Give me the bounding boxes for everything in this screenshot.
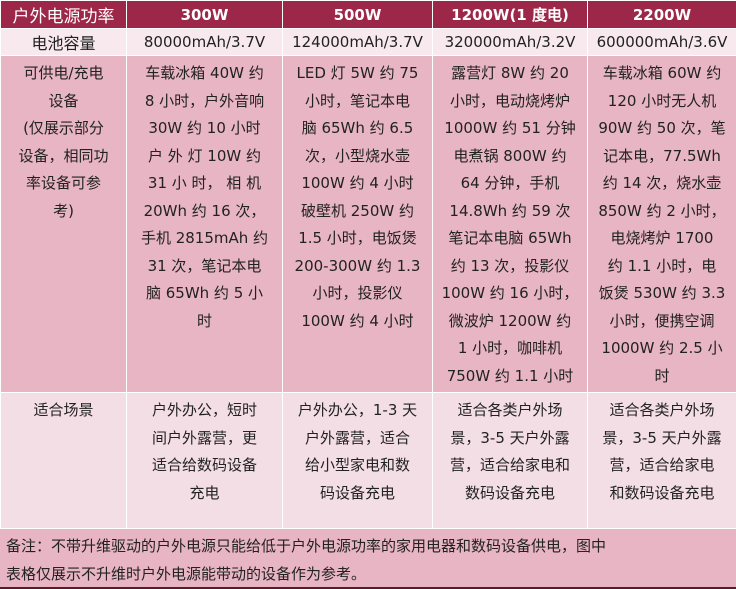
cell-line: 车载冰箱 60W 约 (588, 60, 736, 88)
cell-line: (仅展示部分 (1, 115, 126, 143)
cell-line: 考) (1, 198, 126, 226)
scenario-cell: 户外办公，1-3 天户外露营，适合给小型家电和数码设备充电 (283, 393, 433, 529)
cell-line: 景，3-5 天户外露 (588, 425, 736, 453)
header-row: 户外电源功率 300W 500W 1200W(1 度电) 2200W (1, 1, 736, 29)
cell-line: 时 (588, 363, 736, 391)
cell-line: 饭煲 530W 约 3.3 (588, 280, 736, 308)
cell-line: 8 小时，户外音响 (127, 88, 282, 116)
cell-line: 充电 (127, 480, 282, 508)
cell-line: 100W 约 16 小时， (433, 280, 587, 308)
footnote-line: 表格仅展示不升维时户外电源能带动的设备作为参考。 (6, 561, 728, 589)
cell-line: 微波炉 1200W 约 (433, 308, 587, 336)
cell-line: LED 灯 5W 约 75 (283, 60, 432, 88)
cell-line: 露营灯 8W 约 20 (433, 60, 587, 88)
cell-line: 和数码设备充电 (588, 480, 736, 508)
footnote-line: 备注：不带升维驱动的户外电源只能给低于户外电源功率的家用电器和数码设备供电，图中 (6, 533, 728, 561)
cell-line: 850W 约 2 小时， (588, 198, 736, 226)
cell-line: 64 分钟，手机 (433, 170, 587, 198)
cell-line: 90W 约 50 次，笔 (588, 115, 736, 143)
cell-line: 小时，投影仪 (283, 280, 432, 308)
cell-line: 1000W 约 2.5 小 (588, 335, 736, 363)
cell-line: 率设备可参 (1, 170, 126, 198)
cell-line: 设备，相同功 (1, 143, 126, 171)
row-label: 可供电/充电设备(仅展示部分设备，相同功率设备可参考) (1, 56, 127, 393)
cell-line: 脑 65Wh 约 6.5 (283, 115, 432, 143)
cell-line: 给小型家电和数 (283, 452, 432, 480)
cell-line: 适合给数码设备 (127, 452, 282, 480)
cell-line: 1.5 小时，电饭煲 (283, 225, 432, 253)
power-station-comparison-table: 户外电源功率 300W 500W 1200W(1 度电) 2200W 电池容量 … (0, 0, 736, 529)
cell-line: 750W 约 1.1 小时 (433, 363, 587, 391)
header-cell: 2200W (588, 1, 736, 29)
cell-line: 1 小时，咖啡机 (433, 335, 587, 363)
cell-line: 可供电/充电 (1, 60, 126, 88)
cell-line: 约 13 次，投影仪 (433, 253, 587, 281)
cell-line: 电烧烤炉 1700 (588, 225, 736, 253)
cell-line: 小时，笔记本电 (283, 88, 432, 116)
cell-line: 1000W 约 51 分钟 (433, 115, 587, 143)
header-cell: 1200W(1 度电) (433, 1, 588, 29)
header-cell: 户外电源功率 (1, 1, 127, 29)
cell-line: 100W 约 4 小时 (283, 170, 432, 198)
scenario-row: 适合场景 户外办公，短时间户外露营，更适合给数码设备充电 户外办公，1-3 天户… (1, 393, 736, 529)
scenario-cell: 户外办公，短时间户外露营，更适合给数码设备充电 (127, 393, 283, 529)
cell-line: 码设备充电 (283, 480, 432, 508)
cell-line: 约 1.1 小时，电 (588, 253, 736, 281)
capacity-cell: 124000mAh/3.7V (283, 29, 433, 56)
cell-line: 营，适合给家电 (588, 452, 736, 480)
cell-line: 小时，电动烧烤炉 (433, 88, 587, 116)
capacity-row: 电池容量 80000mAh/3.7V 124000mAh/3.7V 320000… (1, 29, 736, 56)
cell-line: 时 (127, 308, 282, 336)
cell-line: 14.8Wh 约 59 次 (433, 198, 587, 226)
cell-line: 数码设备充电 (433, 480, 587, 508)
capacity-cell: 600000mAh/3.6V (588, 29, 736, 56)
cell-line: 适合场景 (1, 397, 126, 425)
cell-line: 手机 2815mAh 约 (127, 225, 282, 253)
cell-line: 31 次，笔记本电 (127, 253, 282, 281)
cell-line: 户 外 灯 10W 约 (127, 143, 282, 171)
cell-line: 适合各类户外场 (588, 397, 736, 425)
cell-line: 电煮锅 800W 约 (433, 143, 587, 171)
cell-line: 间户外露营，更 (127, 425, 282, 453)
cell-line: 景，3-5 天户外露 (433, 425, 587, 453)
cell-line: 笔记本电脑 65Wh (433, 225, 587, 253)
cell-line: 适合各类户外场 (433, 397, 587, 425)
cell-line: 100W 约 4 小时 (283, 308, 432, 336)
cell-line: 户外办公，1-3 天 (283, 397, 432, 425)
cell-line: 约 14 次，烧水壶 (588, 170, 736, 198)
capacity-cell: 320000mAh/3.2V (433, 29, 588, 56)
cell-line: 20Wh 约 16 次， (127, 198, 282, 226)
cell-line: 31 小 时， 相 机 (127, 170, 282, 198)
cell-line: 120 小时无人机 (588, 88, 736, 116)
footnote: 备注：不带升维驱动的户外电源只能给低于户外电源功率的家用电器和数码设备供电，图中… (0, 529, 736, 589)
cell-line: 设备 (1, 88, 126, 116)
cell-line: 破壁机 250W 约 (283, 198, 432, 226)
cell-line: 户外办公，短时 (127, 397, 282, 425)
cell-line: 脑 65Wh 约 5 小 (127, 280, 282, 308)
cell-line: 200-300W 约 1.3 (283, 253, 432, 281)
capacity-cell: 80000mAh/3.7V (127, 29, 283, 56)
header-cell: 300W (127, 1, 283, 29)
scenario-cell: 适合各类户外场景，3-5 天户外露营，适合给家电和数码设备充电 (588, 393, 736, 529)
cell-line: 营，适合给家电和 (433, 452, 587, 480)
header-cell: 500W (283, 1, 433, 29)
cell-line: 记本电，77.5Wh (588, 143, 736, 171)
cell-line: 30W 约 10 小时 (127, 115, 282, 143)
cell-line: 户外露营，适合 (283, 425, 432, 453)
scenario-cell: 适合各类户外场景，3-5 天户外露营，适合给家电和数码设备充电 (433, 393, 588, 529)
cell-line: 小时，便携空调 (588, 308, 736, 336)
cell-line: 车载冰箱 40W 约 (127, 60, 282, 88)
cell-line: 次，小型烧水壶 (283, 143, 432, 171)
row-label: 适合场景 (1, 393, 127, 529)
row-label: 电池容量 (1, 29, 127, 56)
